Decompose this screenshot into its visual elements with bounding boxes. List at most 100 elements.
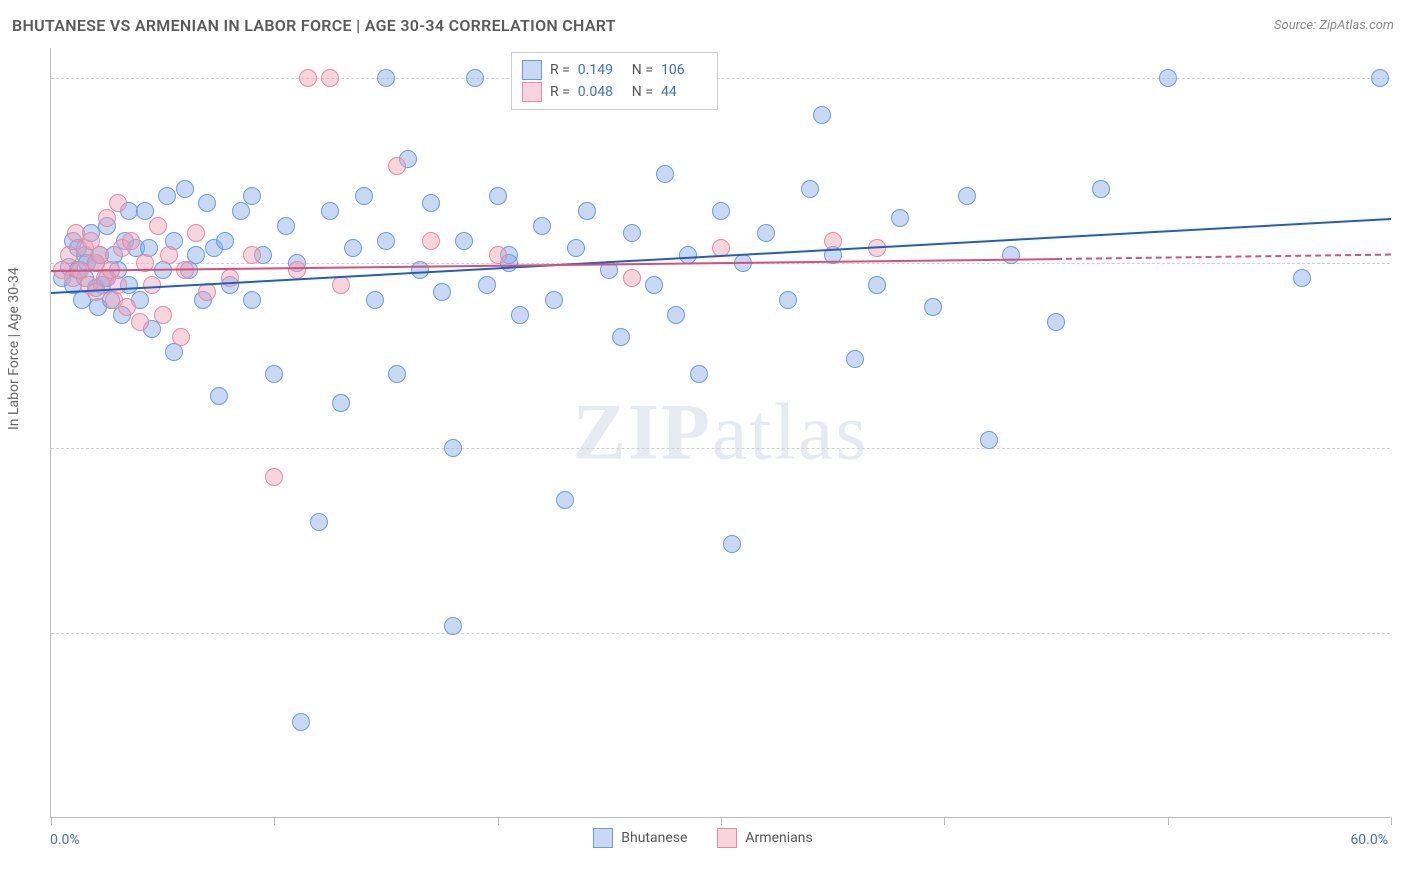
xtick <box>274 817 275 825</box>
scatter-point <box>243 291 261 309</box>
source-label: Source: ZipAtlas.com <box>1274 18 1394 33</box>
scatter-point <box>511 306 529 324</box>
scatter-point <box>712 202 730 220</box>
scatter-point <box>422 194 440 212</box>
scatter-point <box>690 365 708 383</box>
bottom-legend-label: Bhutanese <box>621 830 687 846</box>
scatter-point <box>433 283 451 301</box>
legend-n-label: N = <box>632 62 653 78</box>
xtick <box>721 817 722 825</box>
scatter-point <box>332 276 350 294</box>
legend-r-label: R = <box>550 62 570 78</box>
scatter-point <box>623 269 641 287</box>
scatter-point <box>388 157 406 175</box>
swatch-bhutanese <box>593 828 613 848</box>
scatter-point <box>1159 69 1177 87</box>
bottom-legend-label: Armenians <box>745 830 812 846</box>
scatter-point <box>388 365 406 383</box>
scatter-point <box>98 209 116 227</box>
scatter-point <box>422 232 440 250</box>
scatter-point <box>377 232 395 250</box>
scatter-point <box>478 276 496 294</box>
scatter-point <box>292 713 310 731</box>
scatter-point <box>578 202 596 220</box>
scatter-point <box>466 69 484 87</box>
scatter-point <box>567 239 585 257</box>
scatter-point <box>377 69 395 87</box>
xtick <box>51 817 52 825</box>
scatter-point <box>824 232 842 250</box>
scatter-point <box>801 180 819 198</box>
scatter-point <box>198 194 216 212</box>
scatter-point <box>299 69 317 87</box>
scatter-point <box>846 350 864 368</box>
scatter-point <box>656 165 674 183</box>
scatter-point <box>243 246 261 264</box>
chart-container: BHUTANESE VS ARMENIAN IN LABOR FORCE | A… <box>0 0 1406 892</box>
scatter-point <box>556 491 574 509</box>
scatter-point <box>131 313 149 331</box>
scatter-point <box>149 217 167 235</box>
legend-n-value: 106 <box>661 62 707 78</box>
xtick <box>944 817 945 825</box>
scatter-point <box>980 431 998 449</box>
scatter-point <box>158 187 176 205</box>
gridline <box>51 448 1390 449</box>
watermark-bold: ZIP <box>573 388 712 476</box>
scatter-point <box>723 535 741 553</box>
scatter-point <box>1293 269 1311 287</box>
scatter-point <box>118 298 136 316</box>
ytick-label: 62.5% <box>1400 625 1406 641</box>
scatter-point <box>489 187 507 205</box>
scatter-point <box>1092 180 1110 198</box>
plot-area: ZIPatlas 62.5%75.0%87.5%100.0%R = 0.149N… <box>50 48 1390 818</box>
scatter-point <box>143 276 161 294</box>
scatter-point <box>868 276 886 294</box>
ytick-label: 100.0% <box>1400 70 1406 86</box>
scatter-point <box>154 306 172 324</box>
scatter-point <box>136 202 154 220</box>
scatter-point <box>277 217 295 235</box>
trend-line <box>1056 254 1391 260</box>
bottom-legend-item-bhutanese: Bhutanese <box>593 828 687 848</box>
scatter-point <box>411 261 429 279</box>
scatter-point <box>344 239 362 257</box>
scatter-point <box>444 439 462 457</box>
xtick <box>1391 817 1392 825</box>
scatter-point <box>455 232 473 250</box>
scatter-point <box>109 194 127 212</box>
scatter-point <box>1047 313 1065 331</box>
scatter-point <box>1002 246 1020 264</box>
scatter-point <box>172 328 190 346</box>
watermark: ZIPatlas <box>573 387 869 478</box>
legend-n-value: 44 <box>661 84 707 100</box>
scatter-point <box>187 224 205 242</box>
scatter-point <box>232 202 250 220</box>
bottom-legend: Bhutanese Armenians <box>0 828 1406 848</box>
scatter-point <box>198 283 216 301</box>
legend-n-label: N = <box>632 84 653 100</box>
scatter-point <box>310 513 328 531</box>
scatter-point <box>160 246 178 264</box>
scatter-point <box>757 224 775 242</box>
scatter-point <box>645 276 663 294</box>
scatter-point <box>444 617 462 635</box>
scatter-point <box>109 276 127 294</box>
scatter-point <box>321 202 339 220</box>
scatter-point <box>122 232 140 250</box>
scatter-point <box>612 328 630 346</box>
title-bar: BHUTANESE VS ARMENIAN IN LABOR FORCE | A… <box>12 10 1394 40</box>
scatter-point <box>321 69 339 87</box>
scatter-point <box>288 261 306 279</box>
xtick <box>1168 817 1169 825</box>
legend-r-value: 0.149 <box>578 62 624 78</box>
scatter-point <box>265 468 283 486</box>
xtick <box>498 817 499 825</box>
ytick-label: 75.0% <box>1400 440 1406 456</box>
scatter-point <box>813 106 831 124</box>
legend-swatch <box>522 82 542 102</box>
legend-r-value: 0.048 <box>578 84 624 100</box>
legend-row: R = 0.149 N = 106 <box>522 59 707 81</box>
legend-row: R = 0.048N = 44 <box>522 81 707 103</box>
scatter-point <box>891 209 909 227</box>
